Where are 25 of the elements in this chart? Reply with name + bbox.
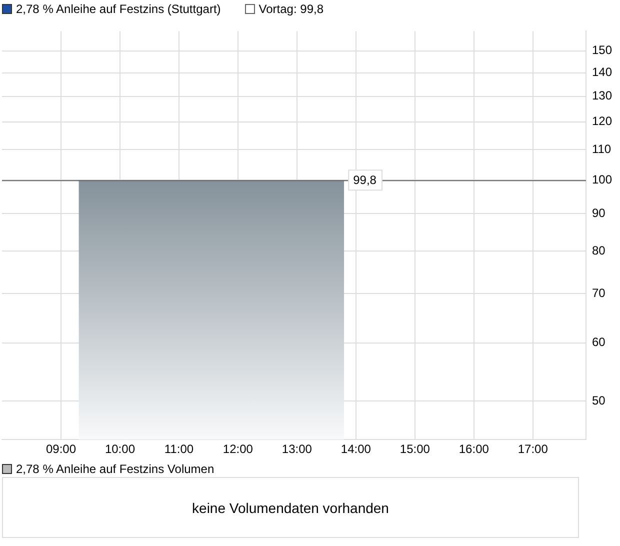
data-label: 99,8	[353, 172, 377, 187]
y-tick-label: 130	[592, 88, 612, 103]
x-tick-label: 12:00	[222, 442, 254, 456]
y-tick-label: 90	[592, 206, 606, 220]
legend-label: 2,78 % Anleihe auf Festzins (Stuttgart)	[16, 2, 221, 16]
text: 2,78 % Anleihe auf Festzins Volumen	[16, 462, 214, 476]
x-tick-label: 11:00	[164, 442, 194, 456]
x-tick-label: 09:00	[46, 442, 76, 456]
y-tick-label: 80	[592, 243, 606, 258]
y-tick-label: 60	[592, 335, 606, 350]
text: keine Volumendaten vorhanden	[2, 477, 579, 538]
x-tick-label: 15:00	[400, 442, 430, 456]
y-tick-label: 70	[592, 286, 606, 300]
legend-label: Vortag: 99,8	[258, 2, 324, 16]
x-tick-label: 16:00	[458, 442, 490, 456]
x-tick-label: 17:00	[518, 442, 548, 456]
y-tick-label: 50	[592, 393, 606, 408]
y-tick-label: 120	[592, 114, 612, 128]
y-tick-label: 100	[592, 172, 612, 186]
x-tick-label: 14:00	[340, 442, 372, 456]
x-tick-label: 10:00	[104, 442, 136, 456]
y-tick-label: 150	[592, 43, 612, 58]
y-tick-label: 140	[592, 65, 612, 80]
y-tick-label: 110	[592, 142, 612, 156]
x-tick-label: 13:00	[282, 442, 312, 456]
